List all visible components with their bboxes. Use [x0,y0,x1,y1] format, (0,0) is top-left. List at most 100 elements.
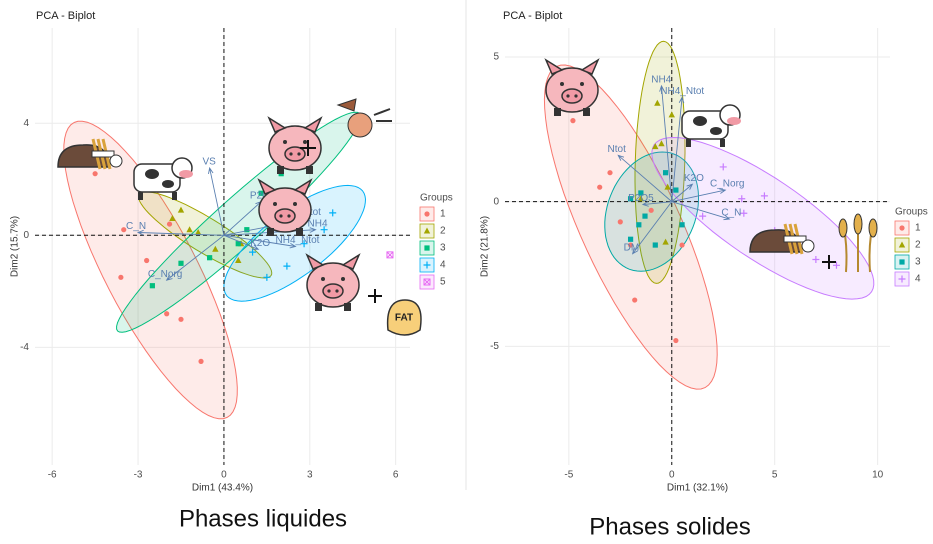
variable-label: NH4 [651,75,671,86]
x-tick-label: 10 [872,470,884,481]
point [652,143,659,150]
point [658,140,665,147]
legend-title: Groups [420,193,453,204]
loading-arrow [671,183,694,202]
legend-label: 3 [915,257,921,268]
y-axis-title: Dim2 (21.8%) [480,216,491,277]
loading-arrow [641,201,672,207]
x-axis-title: Dim1 (32.1%) [667,483,728,494]
loading-arrow [671,96,685,202]
point [178,316,184,322]
point [235,241,241,247]
point [740,209,748,217]
point [636,222,642,228]
legend-marker [424,245,430,251]
point [632,297,638,303]
legend-marker [899,225,905,231]
point [283,262,291,270]
x-tick-label: 0 [221,470,227,481]
point [642,213,648,219]
point [212,245,219,252]
x-tick-label: 6 [393,470,399,481]
point [673,337,679,344]
x-tick-label: 5 [772,470,778,481]
loading-arrow [617,154,673,202]
legend-label: 4 [915,274,921,285]
point [607,170,613,176]
point [760,192,768,200]
point [169,214,176,221]
x-tick-label: -5 [564,470,573,481]
point [320,226,328,234]
loading-arrow [136,229,224,236]
x-tick-label: -3 [134,470,143,481]
variable-label: Ntot [303,207,322,218]
point [652,242,658,248]
variable-label: DM [624,242,640,253]
point [662,170,669,176]
plot-area [35,28,410,465]
point [627,196,634,202]
point [244,227,250,233]
variable-label: K2O [250,238,270,249]
point [627,236,634,242]
point [263,273,271,281]
variable-label: NH4_Ntot [276,235,320,246]
y-axis-title: Dim2 (15.7%) [10,216,21,277]
chart-title: PCA - Biplot [36,10,95,22]
point [664,183,671,190]
point [166,221,173,227]
variable-label: VS [203,157,217,168]
point [668,111,675,118]
caption: Phases solides [589,513,750,540]
legend-marker [423,261,431,269]
legend-marker [423,278,431,286]
point [648,207,654,213]
legend-marker [899,259,905,265]
legend-label: 5 [440,277,446,288]
loading-arrow [208,166,225,236]
variable-label: C_Norg [148,269,182,280]
point [627,242,634,248]
point [638,190,644,196]
caption: Phases liquides [179,505,347,532]
legend-marker [424,211,430,217]
point [654,99,661,106]
legend-marker [423,227,431,234]
point [121,227,127,233]
point [617,219,623,225]
point [386,251,394,259]
x-tick-label: -6 [48,470,57,481]
point [812,256,820,264]
y-tick-label: -4 [20,342,29,353]
loading-arrow [223,234,260,250]
point [679,222,685,228]
chart-title: PCA - Biplot [503,10,562,22]
legend-label: 2 [915,240,921,251]
legend-label: 1 [440,209,446,220]
point [258,190,264,196]
point [194,228,202,235]
variable-label: C_N [721,208,741,219]
loading-arrow [659,84,673,202]
point [92,171,98,177]
annotation: FAT [395,313,413,324]
point [329,209,337,217]
confidence-ellipse [634,40,686,284]
loading-arrow [631,201,673,255]
point [186,226,193,233]
legend-label: 4 [440,260,446,271]
point [178,260,184,266]
legend-label: 2 [440,226,446,237]
y-tick-label: 0 [493,196,499,207]
point [597,184,603,190]
point [699,212,707,220]
confidence-ellipse [223,184,367,302]
legend-title: Groups [895,207,928,218]
point [144,257,150,264]
point [662,238,669,245]
x-tick-label: 3 [307,470,313,481]
x-tick-label: 0 [669,470,675,481]
variable-label: Ntot [608,144,627,155]
point [164,311,170,317]
